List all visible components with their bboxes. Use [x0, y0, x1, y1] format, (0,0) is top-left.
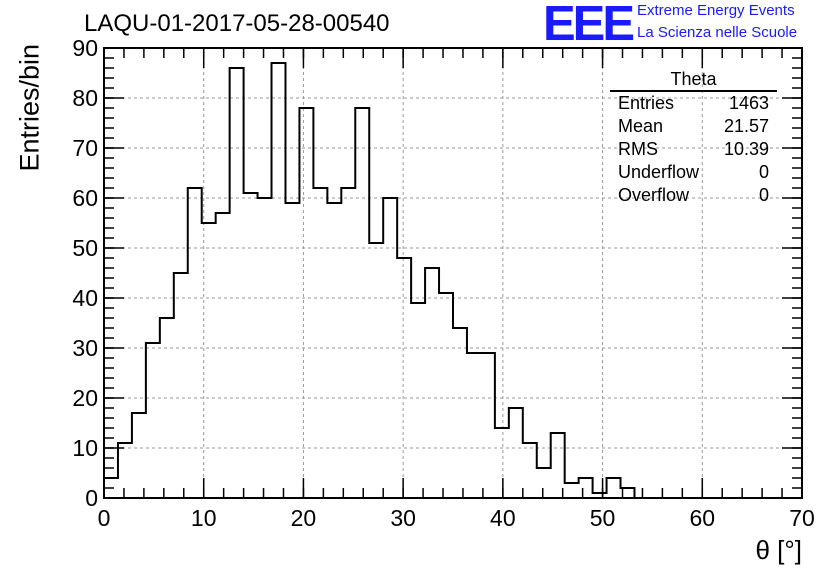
stat-value: 0: [758, 162, 769, 182]
x-tick-label: 10: [191, 505, 217, 531]
stats-title: Theta: [610, 68, 777, 92]
x-tick-label: 60: [689, 505, 715, 531]
stat-label: Overflow: [618, 185, 690, 205]
stats-box: Theta Entries 1463 Mean 21.57 RMS 10.39 …: [610, 68, 777, 207]
grid-lines: [104, 48, 802, 498]
histogram-outline: [103, 62, 802, 499]
x-axis-label: θ [°]: [755, 535, 802, 565]
y-tick-label: 60: [72, 185, 98, 211]
stat-label: Mean: [618, 116, 664, 136]
x-tick-label: 20: [291, 505, 317, 531]
stat-value: 0: [758, 185, 769, 205]
stat-row-entries: Entries 1463: [610, 92, 777, 115]
y-tick-label: 80: [72, 85, 98, 111]
y-tick-label: 40: [72, 285, 98, 311]
y-tick-label: 50: [72, 235, 98, 261]
y-tick-label: 70: [72, 135, 98, 161]
stat-row-mean: Mean 21.57: [610, 115, 777, 138]
y-tick-label: 90: [72, 35, 98, 61]
x-tick-label: 70: [789, 505, 815, 531]
org-name-line1: Extreme Energy Events: [637, 2, 795, 19]
x-tick-label: 30: [390, 505, 416, 531]
stat-row-overflow: Overflow 0: [610, 184, 777, 207]
stat-row-underflow: Underflow 0: [610, 161, 777, 184]
axis-ticks: [103, 47, 803, 499]
y-axis-label: Entries/bin: [14, 43, 45, 172]
y-tick-label: 10: [72, 435, 98, 461]
x-tick-label: 40: [490, 505, 516, 531]
org-name-line2: La Scienza nelle Scuole: [637, 24, 798, 41]
stat-value: 10.39: [723, 139, 769, 159]
x-tick-label: 50: [590, 505, 616, 531]
stat-label: Entries: [618, 93, 675, 113]
y-tick-label: 20: [72, 385, 98, 411]
chart-title: LAQU-01-2017-05-28-00540: [84, 10, 390, 37]
eee-logo: EEE: [543, 0, 635, 51]
plot-frame: [103, 47, 803, 499]
y-tick-label: 0: [85, 485, 98, 511]
y-tick-label: 30: [72, 335, 98, 361]
x-tick-label: 0: [98, 505, 111, 531]
stat-value: 1463: [728, 93, 769, 113]
stat-label: Underflow: [618, 162, 700, 182]
axis-tick-labels: 0 10 20 30 40 50 60 70 80 90 0 10 20 30 40 50 60 70: [72, 35, 814, 531]
stat-label: RMS: [618, 139, 658, 159]
stat-row-rms: RMS 10.39: [610, 138, 777, 161]
stat-value: 21.57: [723, 116, 769, 136]
